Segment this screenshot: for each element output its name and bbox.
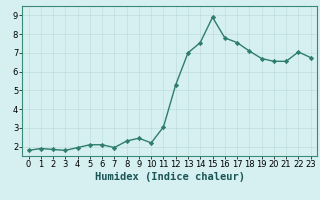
- X-axis label: Humidex (Indice chaleur): Humidex (Indice chaleur): [95, 172, 244, 182]
